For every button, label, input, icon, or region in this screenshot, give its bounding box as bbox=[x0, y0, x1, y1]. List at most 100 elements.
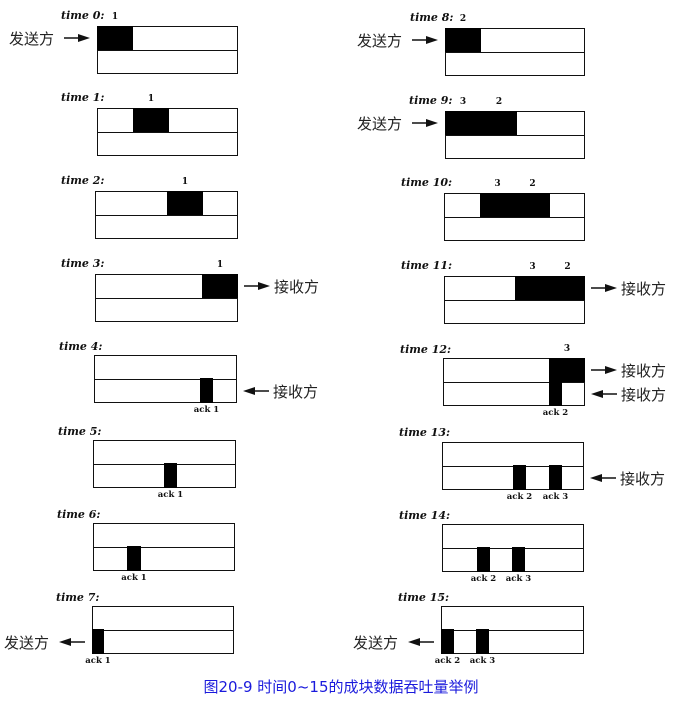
connection-pipe bbox=[94, 355, 237, 403]
pipe-divider bbox=[442, 629, 583, 631]
arrow-right-icon bbox=[412, 118, 438, 128]
segment-number: 3 bbox=[563, 344, 571, 354]
ack-label: ack 3 bbox=[469, 656, 496, 666]
sender-label: 发送方 bbox=[353, 634, 399, 652]
time-label: time 7: bbox=[56, 591, 100, 604]
time-label: time 8: bbox=[410, 11, 454, 24]
time-label: time 6: bbox=[57, 508, 101, 521]
data-segment bbox=[133, 108, 169, 132]
time-label: time 15: bbox=[398, 591, 450, 604]
pipe-divider bbox=[445, 216, 584, 218]
data-segment bbox=[445, 28, 481, 52]
arrow-right-icon bbox=[64, 33, 90, 43]
time-label: time 9: bbox=[409, 94, 453, 107]
figure-caption: 图20-9 时间0~15的成块数据吞吐量举例 bbox=[203, 678, 479, 696]
data-segment bbox=[480, 193, 515, 217]
arrow-left-icon bbox=[590, 473, 616, 483]
ack-segment bbox=[92, 629, 104, 654]
time-label: time 5: bbox=[58, 425, 102, 438]
data-segment bbox=[202, 274, 238, 298]
pipe-divider bbox=[94, 546, 234, 548]
receiver-label: 接收方 bbox=[621, 362, 667, 380]
segment-number: 3 bbox=[529, 262, 536, 272]
ack-segment bbox=[200, 378, 213, 403]
arrow-right-icon bbox=[244, 281, 270, 291]
time-label: time 14: bbox=[399, 509, 451, 522]
segment-number: 2 bbox=[495, 97, 503, 107]
data-segment bbox=[515, 276, 550, 300]
ack-segment bbox=[513, 465, 526, 490]
sender-label: 发送方 bbox=[9, 30, 55, 48]
segment-number: 3 bbox=[494, 179, 501, 189]
ack-label: ack 3 bbox=[542, 492, 569, 502]
segment-number: 3 bbox=[459, 97, 467, 107]
ack-label: ack 2 bbox=[470, 574, 497, 584]
segment-number: 2 bbox=[459, 14, 467, 24]
time-label: time 2: bbox=[61, 174, 105, 187]
time-label: time 4: bbox=[59, 340, 103, 353]
ack-label: ack 2 bbox=[434, 656, 461, 666]
receiver-label: 接收方 bbox=[621, 386, 667, 404]
ack-segment bbox=[549, 381, 562, 406]
segment-number: 1 bbox=[111, 12, 119, 22]
sender-label: 发送方 bbox=[357, 32, 403, 50]
ack-segment bbox=[477, 547, 490, 572]
pipe-divider bbox=[93, 629, 233, 631]
pipe-divider bbox=[95, 378, 236, 380]
pipe-divider bbox=[96, 297, 237, 299]
connection-pipe bbox=[445, 28, 585, 76]
arrow-left-icon bbox=[408, 637, 434, 647]
data-segment bbox=[515, 193, 550, 217]
connection-pipe bbox=[93, 523, 235, 571]
ack-segment bbox=[512, 547, 525, 572]
segment-number: 1 bbox=[216, 260, 224, 270]
ack-label: ack 1 bbox=[85, 656, 111, 666]
pipe-divider bbox=[446, 134, 584, 136]
receiver-label: 接收方 bbox=[620, 470, 666, 488]
data-segment bbox=[549, 358, 585, 382]
data-segment bbox=[445, 111, 481, 135]
arrow-right-icon bbox=[591, 365, 617, 375]
ack-label: ack 2 bbox=[542, 408, 569, 418]
pipe-divider bbox=[96, 214, 237, 216]
time-label: time 1: bbox=[61, 91, 105, 104]
sender-label: 发送方 bbox=[4, 634, 50, 652]
receiver-label: 接收方 bbox=[274, 278, 320, 296]
segment-number: 1 bbox=[181, 177, 189, 187]
connection-pipe bbox=[95, 191, 238, 239]
pipe-divider bbox=[444, 381, 584, 383]
receiver-label: 接收方 bbox=[273, 383, 319, 401]
arrow-left-icon bbox=[591, 389, 617, 399]
sender-label: 发送方 bbox=[357, 115, 403, 133]
data-segment bbox=[167, 191, 203, 215]
arrow-left-icon bbox=[59, 637, 85, 647]
ack-segment bbox=[549, 465, 562, 490]
arrow-right-icon bbox=[412, 35, 438, 45]
segment-number: 2 bbox=[564, 262, 571, 272]
receiver-label: 接收方 bbox=[621, 280, 667, 298]
data-segment bbox=[550, 276, 585, 300]
ack-label: ack 1 bbox=[157, 490, 184, 500]
connection-pipe bbox=[92, 606, 234, 654]
time-label: time 12: bbox=[400, 343, 452, 356]
connection-pipe bbox=[444, 276, 585, 324]
time-label: time 11: bbox=[401, 259, 453, 272]
pipe-divider bbox=[98, 49, 237, 51]
pipe-divider bbox=[446, 51, 584, 53]
ack-segment bbox=[441, 629, 454, 654]
ack-segment bbox=[164, 463, 177, 488]
segment-number: 1 bbox=[147, 94, 155, 104]
arrow-left-icon bbox=[243, 386, 269, 396]
pipe-divider bbox=[445, 299, 584, 301]
ack-label: ack 1 bbox=[121, 573, 147, 583]
time-label: time 0: bbox=[61, 9, 105, 22]
ack-label: ack 1 bbox=[193, 405, 220, 415]
ack-label: ack 2 bbox=[506, 492, 533, 502]
connection-pipe bbox=[441, 606, 584, 654]
time-label: time 13: bbox=[399, 426, 451, 439]
ack-segment bbox=[127, 546, 141, 571]
data-segment bbox=[481, 111, 517, 135]
arrow-right-icon bbox=[591, 283, 617, 293]
time-label: time 10: bbox=[401, 176, 453, 189]
pipe-divider bbox=[98, 131, 237, 133]
